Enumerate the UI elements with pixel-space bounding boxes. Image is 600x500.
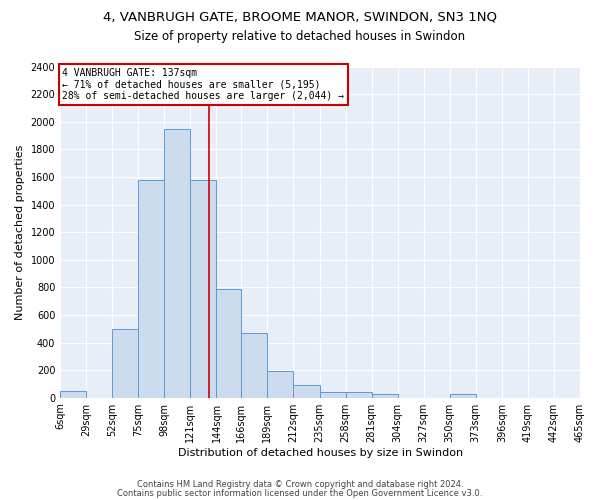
Bar — [190, 180, 217, 398]
Bar — [371, 394, 398, 398]
Bar — [293, 386, 320, 398]
Y-axis label: Number of detached properties: Number of detached properties — [15, 144, 25, 320]
Bar — [320, 392, 346, 398]
Bar — [268, 371, 293, 398]
Bar — [241, 333, 268, 398]
Bar — [139, 180, 164, 398]
Bar — [164, 128, 190, 398]
Bar — [60, 391, 86, 398]
Bar — [450, 394, 476, 398]
Text: Contains HM Land Registry data © Crown copyright and database right 2024.: Contains HM Land Registry data © Crown c… — [137, 480, 463, 489]
X-axis label: Distribution of detached houses by size in Swindon: Distribution of detached houses by size … — [178, 448, 463, 458]
Text: Size of property relative to detached houses in Swindon: Size of property relative to detached ho… — [134, 30, 466, 43]
Bar — [112, 328, 139, 398]
Bar — [346, 392, 371, 398]
Text: 4 VANBRUGH GATE: 137sqm
← 71% of detached houses are smaller (5,195)
28% of semi: 4 VANBRUGH GATE: 137sqm ← 71% of detache… — [62, 68, 344, 101]
Bar — [217, 288, 241, 398]
Text: Contains public sector information licensed under the Open Government Licence v3: Contains public sector information licen… — [118, 488, 482, 498]
Text: 4, VANBRUGH GATE, BROOME MANOR, SWINDON, SN3 1NQ: 4, VANBRUGH GATE, BROOME MANOR, SWINDON,… — [103, 10, 497, 23]
